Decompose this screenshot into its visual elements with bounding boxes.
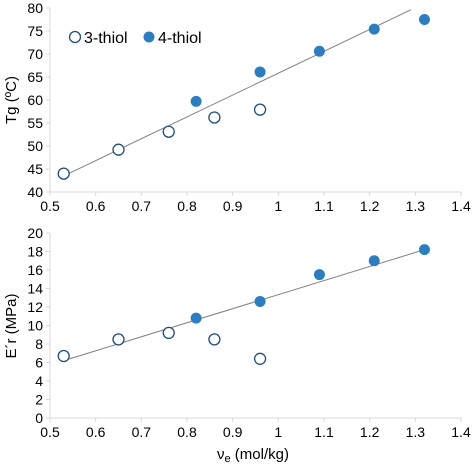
- data-point-3-thiol: [162, 326, 175, 340]
- data-point-4-thiol: [190, 312, 202, 324]
- x-axis-label: νe (mol/kg): [217, 446, 289, 465]
- y-axis-label-modulus: E´r (MPa): [3, 294, 20, 359]
- y-tick-label: 8: [35, 336, 43, 352]
- y-tick-label: 16: [27, 262, 43, 278]
- x-tick-label: 1.2: [360, 424, 380, 440]
- y-tick-label: 40: [27, 184, 43, 200]
- x-axis-label-rest: (mol/kg): [231, 446, 289, 463]
- y-tick-label: 4: [35, 373, 43, 389]
- data-point-4-thiol: [418, 244, 430, 256]
- data-point-3-thiol: [57, 349, 70, 363]
- data-point-4-thiol: [313, 45, 325, 57]
- x-tick-label: 0.8: [177, 424, 197, 440]
- tg-chart-panel: 40 45 50 55 60 65 70 75 80 0.5 0.6 0.7 0.8 0.9 1 1.1 1.2…: [27, 0, 471, 214]
- y-tick-label: 70: [27, 46, 43, 62]
- x-axis-label-base: ν: [217, 446, 225, 463]
- y-tick-label: 65: [27, 69, 43, 85]
- x-tick-label: 0.7: [132, 198, 152, 214]
- legend-label-4-thiol: 4-thiol: [158, 30, 202, 47]
- x-tick-label: 0.5: [40, 198, 60, 214]
- modulus-chart-panel: 0 2 4 6 8 10 12 14 16 18 20 0.5 0.6 0.7 0.8 0.9 1 1.1 1.2 1…: [27, 225, 471, 440]
- x-tick-label: 0.5: [40, 424, 60, 440]
- x-tick-label: 1.4: [451, 198, 471, 214]
- y-tick-label: 2: [35, 392, 43, 408]
- x-tick-label: 1.2: [360, 198, 380, 214]
- y-tick-label: 60: [27, 92, 43, 108]
- data-point-3-thiol: [57, 167, 70, 180]
- x-tick-label: 1.3: [406, 198, 426, 214]
- data-point-4-thiol: [190, 95, 202, 107]
- y-tick-label: 6: [35, 355, 43, 371]
- x-tick-label: 0.6: [86, 198, 106, 214]
- y-tick-label: 18: [27, 244, 43, 260]
- x-tick-label: 0.7: [132, 424, 152, 440]
- y-tick-label: 55: [27, 115, 43, 131]
- legend-label-3-thiol: 3-thiol: [84, 30, 128, 47]
- x-tick-label: 1.1: [314, 198, 334, 214]
- y-tick-label: 50: [27, 138, 43, 154]
- data-point-3-thiol: [253, 103, 267, 116]
- legend-marker-3-thiol: [68, 30, 82, 44]
- x-axis-label-subscript: e: [225, 453, 231, 465]
- y-tick-label: 10: [27, 318, 43, 334]
- y-tick-label: 0: [35, 410, 43, 426]
- data-point-4-thiol: [254, 295, 266, 307]
- legend-marker-4-thiol: [143, 31, 155, 43]
- data-point-3-thiol: [162, 125, 175, 138]
- y-tick-label: 20: [27, 225, 43, 241]
- x-tick-label: 0.8: [177, 198, 197, 214]
- x-tick-label: 0.6: [86, 424, 106, 440]
- data-point-4-thiol: [254, 66, 266, 78]
- y-tick-label: 12: [27, 299, 43, 315]
- data-point-4-thiol: [368, 255, 380, 267]
- x-tick-label: 1.1: [314, 424, 334, 440]
- legend: 3-thiol 4-thiol: [68, 30, 202, 47]
- x-tick-label: 1: [274, 424, 282, 440]
- x-tick-label: 0.9: [223, 198, 243, 214]
- x-tick-label: 1.3: [406, 424, 426, 440]
- data-point-3-thiol: [208, 333, 221, 346]
- data-point-4-thiol: [368, 23, 380, 35]
- x-tick-label: 0.9: [223, 424, 243, 440]
- y-tick-label: 14: [27, 281, 43, 297]
- data-point-4-thiol: [418, 14, 430, 25]
- x-tick-label: 1.4: [451, 424, 471, 440]
- y-tick-label: 45: [27, 161, 43, 177]
- y-tick-label: 75: [27, 23, 43, 39]
- data-point-4-thiol: [313, 269, 325, 281]
- data-point-3-thiol: [253, 352, 267, 365]
- y-axis-label-tg: Tg (ºC): [3, 76, 20, 124]
- data-point-3-thiol: [112, 143, 125, 156]
- y-tick-label: 80: [27, 0, 43, 16]
- data-point-3-thiol: [112, 333, 125, 346]
- x-tick-label: 1: [274, 198, 282, 214]
- data-point-3-thiol: [208, 111, 221, 124]
